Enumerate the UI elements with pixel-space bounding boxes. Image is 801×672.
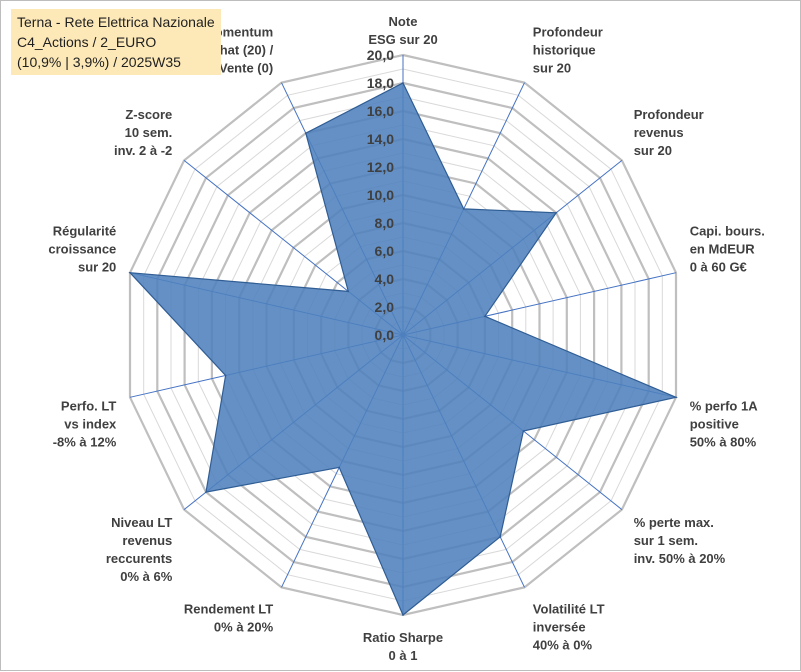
- axis-label: Momentum: [204, 25, 273, 40]
- tick-label: 20,0: [367, 47, 394, 63]
- data-point: [402, 614, 404, 616]
- axis-label: inv. 2 à -2: [114, 143, 172, 158]
- axis-label: positive: [690, 417, 739, 432]
- axis-label: 40% à 0%: [533, 637, 593, 652]
- data-point: [205, 491, 207, 493]
- axis-label: 0 à 1: [389, 648, 418, 663]
- data-point: [305, 132, 307, 134]
- axis-label: 50% à 80%: [690, 435, 757, 450]
- axis-label: Niveau LT: [111, 515, 172, 530]
- axis-label: Note: [389, 14, 418, 29]
- axis-label: Capi. bours.: [690, 224, 765, 239]
- tick-label: 8,0: [375, 215, 395, 231]
- axis-label: croissance: [48, 242, 116, 257]
- tick-label: 2,0: [375, 299, 395, 315]
- axis-label: inversée: [533, 619, 586, 634]
- data-point: [499, 536, 502, 538]
- data-point: [402, 82, 404, 84]
- data-point: [338, 466, 341, 469]
- tick-label: 12,0: [367, 159, 394, 175]
- axis-label: Perfo. LT: [61, 399, 116, 414]
- axis-label: en MdEUR: [690, 242, 756, 257]
- axis-label: sur 20: [634, 143, 672, 158]
- data-point: [129, 271, 131, 274]
- tick-label: 10,0: [367, 187, 394, 203]
- axis-label: sur 20: [78, 260, 116, 275]
- tick-label: 16,0: [367, 103, 394, 119]
- axis-label: % perte max.: [634, 515, 714, 530]
- data-point: [224, 374, 227, 377]
- axis-label: vs index: [64, 417, 117, 432]
- axis-label: reccurents: [106, 551, 172, 566]
- axis-label: 0% à 6%: [120, 569, 172, 584]
- tick-label: 0,0: [375, 327, 395, 343]
- title-line-1: Terna - Rete Elettrica Nazionale: [17, 14, 215, 30]
- axis-label: % perfo 1A: [690, 399, 759, 414]
- axis-label: 0% à 20%: [214, 619, 274, 634]
- title-line-2: C4_Actions / 2_EURO: [17, 34, 157, 50]
- axis-label: ESG sur 20: [368, 32, 437, 47]
- axis-label: Z-score: [125, 107, 172, 122]
- axis-label: historique: [533, 43, 596, 58]
- axis-label: Profondeur: [533, 25, 603, 40]
- data-point: [555, 212, 557, 214]
- axis-label: inv. 50% à 20%: [634, 551, 726, 566]
- data-point: [462, 208, 465, 210]
- axis-label: Rendement LT: [184, 601, 273, 616]
- axis-label: 0 à 60 G€: [690, 260, 747, 275]
- title-line-3: (10,9% | 3,9%) / 2025W35: [17, 54, 181, 70]
- axis-label: Vente (0): [219, 61, 273, 76]
- data-point: [347, 290, 350, 293]
- axis-label: 10 sem.: [125, 125, 173, 140]
- data-point: [675, 396, 677, 399]
- tick-label: 6,0: [375, 243, 395, 259]
- axis-label: Volatilité LT: [533, 601, 605, 616]
- axis-label: Régularité: [53, 224, 117, 239]
- data-point: [484, 315, 486, 318]
- axis-label: sur 20: [533, 61, 571, 76]
- data-point: [522, 430, 525, 432]
- axis-label: revenus: [122, 533, 172, 548]
- axis-label: Ratio Sharpe: [363, 630, 443, 645]
- axis-label: -8% à 12%: [53, 435, 117, 450]
- axis-label: Profondeur: [634, 107, 704, 122]
- tick-label: 14,0: [367, 131, 394, 147]
- tick-label: 18,0: [367, 75, 394, 91]
- axis-label: revenus: [634, 125, 684, 140]
- axis-label: sur 1 sem.: [634, 533, 698, 548]
- axis-label: Achat (20) /: [203, 43, 273, 58]
- title-box: Terna - Rete Elettrica Nazionale C4_Acti…: [11, 9, 221, 75]
- tick-label: 4,0: [375, 271, 395, 287]
